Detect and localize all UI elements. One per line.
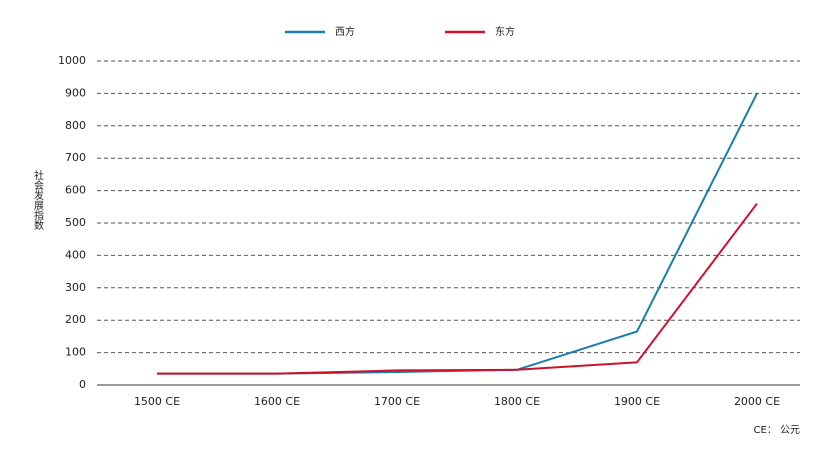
- y-tick-label: 400: [65, 248, 86, 261]
- y-tick-label: 700: [65, 151, 86, 164]
- y-tick-label: 200: [65, 313, 86, 326]
- y-tick-label: 600: [65, 184, 86, 197]
- y-tick-label: 500: [65, 216, 86, 229]
- x-tick-label: 1700 CE: [374, 395, 420, 408]
- y-tick-label: 100: [65, 346, 86, 359]
- x-tick-label: 2000 CE: [734, 395, 780, 408]
- y-tick-label: 900: [65, 86, 86, 99]
- data-line: [157, 92, 758, 375]
- x-tick-label: 1600 CE: [254, 395, 300, 408]
- data-line: [157, 202, 758, 375]
- y-tick-label: 1000: [58, 54, 86, 67]
- legend-label: 西方: [335, 25, 355, 38]
- y-tick-label: 800: [65, 119, 86, 132]
- note: CE： 公元: [754, 425, 800, 436]
- legend-label: 东方: [495, 25, 515, 38]
- x-tick-label: 1900 CE: [614, 395, 660, 408]
- x-tick-label: 1500 CE: [134, 395, 180, 408]
- x-tick-label: 1800 CE: [494, 395, 540, 408]
- y-axis-label: 社会发展指数: [32, 169, 44, 231]
- y-tick-label: 300: [65, 281, 86, 294]
- y-tick-label: 0: [79, 378, 86, 391]
